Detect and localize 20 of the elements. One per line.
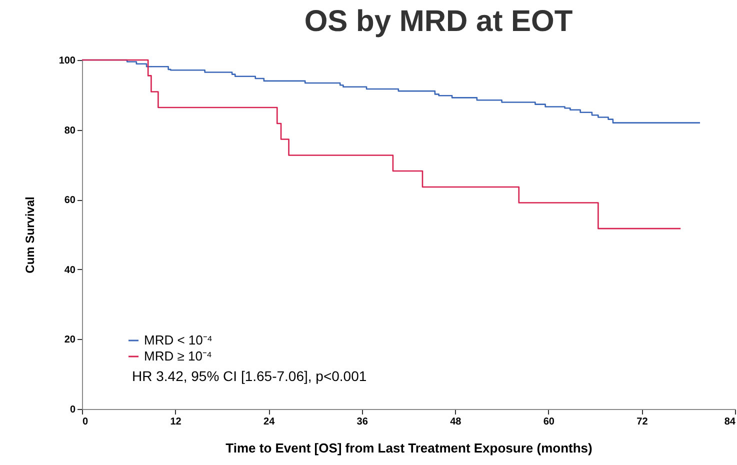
legend-label: MRD ≥ 10⁻⁴ bbox=[144, 348, 212, 364]
x-tick-label: 36 bbox=[356, 416, 368, 428]
x-tick-label: 72 bbox=[636, 416, 648, 428]
x-tick-label: 84 bbox=[724, 416, 736, 428]
x-tick-label: 12 bbox=[170, 416, 182, 428]
y-tick-label: 60 bbox=[64, 195, 76, 206]
chart-title: OS by MRD at EOT bbox=[304, 5, 573, 38]
y-tick-label: 40 bbox=[64, 264, 76, 276]
y-tick-label: 20 bbox=[64, 334, 76, 346]
x-tick-label: 0 bbox=[82, 416, 88, 428]
y-tick-label: 80 bbox=[64, 125, 76, 136]
y-tick-label: 100 bbox=[58, 56, 76, 66]
y-axis-title: Cum Survival bbox=[22, 196, 37, 274]
x-tick-label: 60 bbox=[543, 416, 555, 428]
annotation: HR 3.42, 95% CI [1.65-7.06], p<0.001 bbox=[132, 368, 367, 384]
x-tick-label: 48 bbox=[450, 416, 462, 428]
legend-label: MRD < 10⁻⁴ bbox=[144, 332, 212, 348]
x-tick-label: 24 bbox=[264, 416, 276, 428]
y-tick-label: 0 bbox=[70, 404, 76, 416]
x-axis-title: Time to Event [OS] from Last Treatment Exposure (months) bbox=[226, 440, 592, 456]
